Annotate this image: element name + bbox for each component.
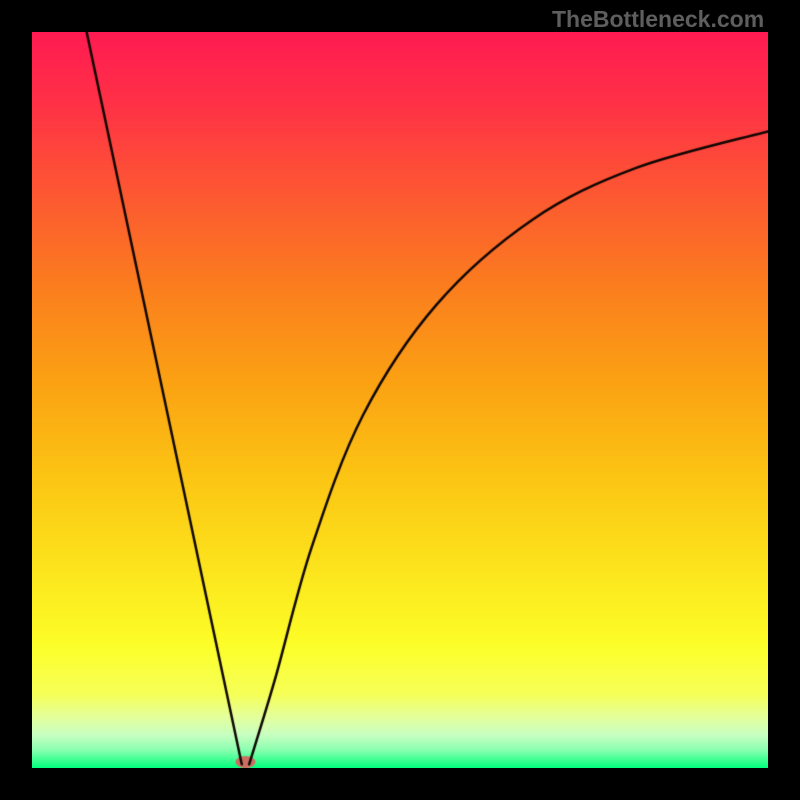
bottleneck-curve xyxy=(32,32,768,768)
watermark-text: TheBottleneck.com xyxy=(552,6,764,33)
plot-area xyxy=(32,32,768,768)
chart-container: TheBottleneck.com xyxy=(0,0,800,800)
